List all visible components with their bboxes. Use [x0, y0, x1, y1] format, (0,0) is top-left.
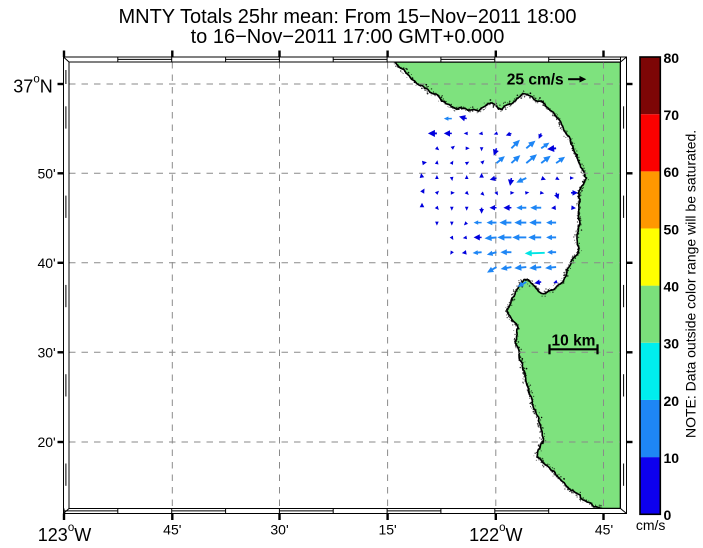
svg-text:cm/s: cm/s [636, 517, 666, 533]
svg-text:60: 60 [664, 164, 680, 180]
svg-text:45': 45' [595, 521, 613, 537]
svg-text:25 cm/s: 25 cm/s [507, 72, 564, 89]
svg-text:10: 10 [664, 450, 680, 466]
svg-text:0: 0 [664, 507, 672, 523]
svg-text:122oW: 122oW [469, 522, 522, 545]
svg-text:45': 45' [163, 521, 181, 537]
svg-text:40': 40' [37, 255, 55, 271]
svg-text:10 km: 10 km [552, 333, 596, 350]
svg-text:20: 20 [664, 393, 680, 409]
svg-text:MNTY Totals 25hr mean: From 15: MNTY Totals 25hr mean: From 15−Nov−2011 … [118, 6, 576, 28]
svg-text:80: 80 [664, 50, 680, 66]
svg-text:15': 15' [378, 521, 396, 537]
svg-text:30: 30 [664, 336, 680, 352]
svg-text:50': 50' [37, 166, 55, 182]
svg-text:70: 70 [664, 107, 680, 123]
svg-text:40: 40 [664, 279, 680, 295]
svg-text:50: 50 [664, 221, 680, 237]
svg-text:30': 30' [37, 345, 55, 361]
svg-text:20': 20' [37, 434, 55, 450]
svg-text:123oW: 123oW [38, 522, 91, 545]
svg-text:to 16−Nov−2011 17:00 GMT+0.000: to 16−Nov−2011 17:00 GMT+0.000 [191, 26, 505, 48]
svg-text:37oN: 37oN [13, 74, 52, 97]
svg-text:30': 30' [270, 521, 288, 537]
svg-text:NOTE: Data outside color range: NOTE: Data outside color range will be s… [683, 130, 699, 438]
